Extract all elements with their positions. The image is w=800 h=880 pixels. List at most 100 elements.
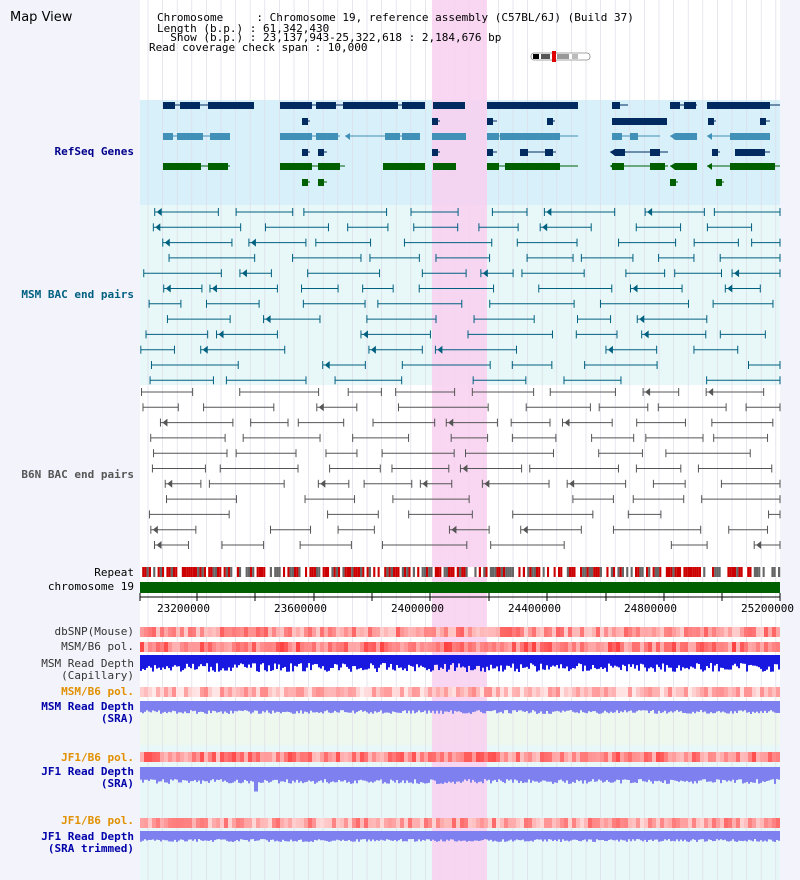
depth-bar xyxy=(358,831,360,842)
heat-cell xyxy=(456,818,460,828)
depth-bar xyxy=(650,655,652,668)
heat-cell xyxy=(764,752,768,762)
depth-bar xyxy=(410,655,412,666)
depth-bar xyxy=(614,701,616,713)
depth-bar xyxy=(620,831,622,840)
heat-cell xyxy=(636,687,640,697)
depth-bar xyxy=(464,655,466,668)
repeat-element xyxy=(498,567,501,577)
repeat-track[interactable] xyxy=(140,567,781,577)
depth-bar xyxy=(392,701,394,712)
depth-bar xyxy=(778,831,780,841)
depth-bar xyxy=(326,701,328,711)
heat-cell xyxy=(196,642,200,652)
depth-bar xyxy=(542,701,544,714)
repeat-element xyxy=(166,567,169,577)
depth-bar xyxy=(232,767,234,783)
depth-bar xyxy=(720,767,722,784)
repeat-element xyxy=(635,567,638,577)
heat-cell xyxy=(312,627,316,637)
heat-cell xyxy=(520,687,524,697)
depth-bar xyxy=(730,767,732,782)
heat-cell xyxy=(772,642,776,652)
heat-cell xyxy=(188,642,192,652)
polymorphism-heat-tracks[interactable] xyxy=(140,627,780,828)
heat-cell xyxy=(580,642,584,652)
depth-bar xyxy=(478,767,480,782)
heat-cell xyxy=(644,818,648,828)
repeat-element xyxy=(751,567,754,577)
depth-bar xyxy=(658,831,660,842)
read-depth-tracks[interactable] xyxy=(140,655,780,842)
b6n-bac-pairs-track[interactable] xyxy=(141,388,781,549)
depth-bar xyxy=(436,767,438,784)
heat-cell xyxy=(272,627,276,637)
gene-exon xyxy=(735,149,765,156)
heat-cell xyxy=(428,752,432,762)
depth-bar xyxy=(366,701,368,713)
depth-bar xyxy=(474,767,476,782)
repeat-element xyxy=(327,567,330,577)
repeat-element xyxy=(362,567,365,577)
refseq-genes-track[interactable] xyxy=(163,102,780,186)
depth-bar xyxy=(536,701,538,714)
depth-bar xyxy=(228,767,230,784)
repeat-element xyxy=(769,567,772,577)
repeat-element xyxy=(740,567,743,577)
heat-cell xyxy=(492,627,496,637)
gene-exon xyxy=(316,102,336,109)
heat-cell xyxy=(308,818,312,828)
depth-bar xyxy=(590,831,592,840)
depth-bar xyxy=(266,767,268,781)
heat-cell xyxy=(384,642,388,652)
heat-cell xyxy=(336,818,340,828)
depth-bar xyxy=(216,767,218,780)
b6n-bac-pair-arrow xyxy=(522,525,528,534)
chromosome-ideogram[interactable] xyxy=(530,51,591,62)
depth-bar xyxy=(690,701,692,714)
depth-bar xyxy=(414,701,416,714)
depth-bar xyxy=(620,767,622,784)
heat-cell xyxy=(184,627,188,637)
depth-bar xyxy=(506,701,508,711)
selection-highlight[interactable] xyxy=(432,0,487,880)
heat-cell xyxy=(156,687,160,697)
depth-bar xyxy=(244,701,246,711)
repeat-element xyxy=(256,567,259,577)
repeat-element xyxy=(639,567,642,577)
depth-bar xyxy=(286,701,288,712)
heat-cell xyxy=(440,627,444,637)
depth-bar xyxy=(304,767,306,783)
repeat-element xyxy=(428,567,431,577)
depth-bar xyxy=(344,655,346,665)
heat-cell xyxy=(612,642,616,652)
depth-bar xyxy=(592,831,594,842)
gene-exon xyxy=(650,149,660,156)
depth-bar xyxy=(154,831,156,841)
heat-cell xyxy=(340,642,344,652)
depth-bar xyxy=(620,701,622,712)
depth-bar xyxy=(328,655,330,671)
depth-bar xyxy=(294,655,296,666)
depth-bar xyxy=(478,655,480,666)
depth-bar xyxy=(202,655,204,667)
depth-bar xyxy=(184,831,186,842)
repeat-element xyxy=(522,567,525,577)
repeat-element xyxy=(525,567,528,577)
depth-bar xyxy=(762,767,764,782)
depth-bar xyxy=(622,767,624,780)
repeat-element xyxy=(551,567,554,577)
axis-tick-label: 23200000 xyxy=(157,602,210,615)
repeat-element xyxy=(373,567,376,577)
depth-bar xyxy=(176,831,178,842)
depth-bar xyxy=(714,831,716,842)
repeat-element xyxy=(320,567,323,577)
depth-bar xyxy=(392,655,394,670)
depth-bar xyxy=(610,701,612,712)
depth-bar xyxy=(668,655,670,668)
heat-cell xyxy=(548,752,552,762)
depth-bar xyxy=(360,831,362,840)
msm-bac-pair-arrow xyxy=(639,315,645,324)
heat-cell xyxy=(560,818,564,828)
msm-bac-pairs-track[interactable] xyxy=(140,208,781,385)
